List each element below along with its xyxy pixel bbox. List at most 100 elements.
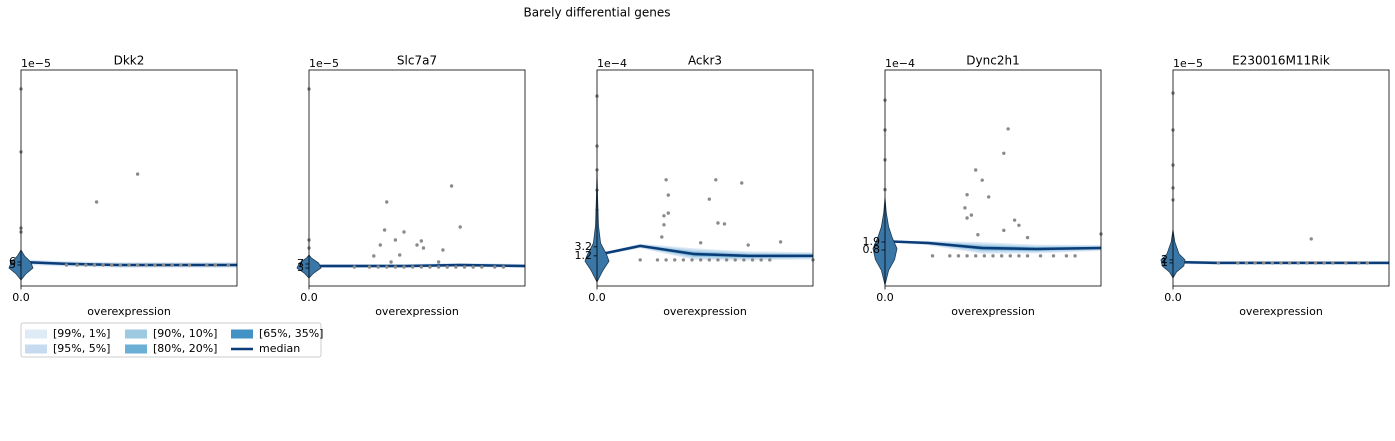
subplot: 56 0.0 overexpression Dkk2 1e−5 bbox=[8, 54, 238, 318]
point bbox=[84, 263, 88, 267]
subplot: 0.81.9 0.0 overexpression Dync2h1 1e−4 bbox=[863, 54, 1103, 318]
point bbox=[135, 172, 140, 176]
point bbox=[991, 254, 995, 258]
legend-label: [90%, 10%] bbox=[153, 327, 217, 340]
point bbox=[445, 265, 449, 269]
point bbox=[664, 258, 668, 262]
point bbox=[1025, 254, 1030, 258]
point bbox=[352, 265, 357, 269]
figure-title: Barely differential genes bbox=[524, 6, 671, 20]
y-tick-label: 5 bbox=[9, 258, 16, 271]
point bbox=[458, 225, 462, 229]
subplot-title: Ackr3 bbox=[688, 54, 722, 68]
point bbox=[398, 253, 402, 257]
legend-label: median bbox=[259, 342, 300, 355]
point bbox=[1287, 261, 1292, 265]
x-axis-label: overexpression bbox=[375, 305, 459, 318]
point bbox=[759, 258, 763, 262]
point bbox=[722, 222, 727, 226]
point bbox=[956, 254, 961, 258]
point bbox=[1305, 261, 1309, 265]
point bbox=[974, 254, 978, 258]
y-offset: 1e−5 bbox=[1173, 57, 1203, 70]
point bbox=[436, 265, 441, 269]
axes-frame bbox=[596, 69, 814, 287]
point bbox=[666, 193, 670, 197]
subplot: 1.23.2 0.0 overexpression Ackr3 1e−4 bbox=[575, 54, 815, 318]
legend-label: [99%, 1%] bbox=[53, 327, 110, 340]
point bbox=[778, 240, 783, 244]
y-tick-label: 1.2 bbox=[575, 249, 593, 262]
point bbox=[1038, 254, 1043, 258]
point bbox=[410, 265, 415, 269]
point bbox=[930, 254, 935, 258]
point bbox=[974, 168, 978, 172]
axes-frame bbox=[1172, 69, 1390, 287]
point bbox=[205, 263, 209, 267]
point bbox=[1357, 261, 1361, 265]
point bbox=[75, 263, 79, 267]
point bbox=[1313, 261, 1318, 265]
point bbox=[1002, 151, 1006, 155]
y-offset: 1e−5 bbox=[21, 57, 51, 70]
point bbox=[982, 254, 987, 258]
point bbox=[698, 241, 703, 245]
y-tick-label: 3.2 bbox=[575, 240, 593, 253]
point bbox=[660, 235, 664, 239]
point bbox=[1017, 254, 1021, 258]
point bbox=[963, 206, 967, 210]
legend-label: [95%, 5%] bbox=[53, 342, 110, 355]
point bbox=[471, 265, 475, 269]
point bbox=[1006, 127, 1010, 131]
point bbox=[179, 263, 183, 267]
point bbox=[385, 265, 389, 269]
legend-swatch bbox=[231, 329, 253, 339]
legend-swatch bbox=[125, 329, 147, 339]
x-tick-label: 0.0 bbox=[876, 291, 894, 304]
y-tick-label: 0.8 bbox=[863, 243, 881, 256]
point bbox=[948, 254, 952, 258]
point bbox=[449, 184, 454, 188]
point bbox=[493, 265, 497, 269]
axes-frame bbox=[884, 69, 1102, 287]
point bbox=[999, 254, 1004, 258]
point bbox=[1025, 235, 1030, 240]
median-line bbox=[309, 263, 525, 268]
point bbox=[1017, 223, 1021, 227]
point bbox=[1216, 261, 1221, 265]
point bbox=[92, 263, 97, 267]
x-tick-label: 0.0 bbox=[588, 291, 606, 304]
point bbox=[144, 263, 148, 267]
point bbox=[1344, 261, 1348, 265]
x-tick-label: 0.0 bbox=[300, 291, 318, 304]
legend: [99%, 1%] [95%, 5%] [90%, 10%] [80%, 20%] [6… bbox=[20, 322, 323, 358]
point bbox=[393, 238, 398, 242]
point bbox=[698, 258, 703, 262]
point bbox=[965, 254, 969, 258]
point bbox=[378, 243, 382, 247]
y-offset: 1e−4 bbox=[885, 57, 915, 70]
point bbox=[226, 263, 231, 267]
point bbox=[101, 263, 105, 267]
point bbox=[714, 178, 718, 182]
y-tick-label: 1.9 bbox=[863, 235, 881, 248]
point bbox=[402, 265, 406, 269]
legend-swatch bbox=[125, 344, 147, 354]
point bbox=[389, 260, 393, 264]
point bbox=[986, 195, 991, 199]
point bbox=[980, 178, 984, 182]
point bbox=[161, 263, 166, 267]
point bbox=[110, 263, 114, 267]
point bbox=[681, 258, 686, 262]
point bbox=[1253, 261, 1257, 265]
point bbox=[393, 265, 398, 269]
subplot: 12 0.0 overexpression E230016M11Rik 1e−5 bbox=[1160, 54, 1390, 318]
subplot-title: Dync2h1 bbox=[966, 54, 1019, 68]
point bbox=[1365, 261, 1370, 265]
point bbox=[436, 260, 441, 264]
point bbox=[1262, 261, 1266, 265]
point bbox=[385, 200, 389, 204]
subplot-title: E230016M11Rik bbox=[1232, 54, 1330, 68]
y-tick-label: 3 bbox=[297, 261, 304, 274]
legend-label: [65%, 35%] bbox=[259, 327, 323, 340]
